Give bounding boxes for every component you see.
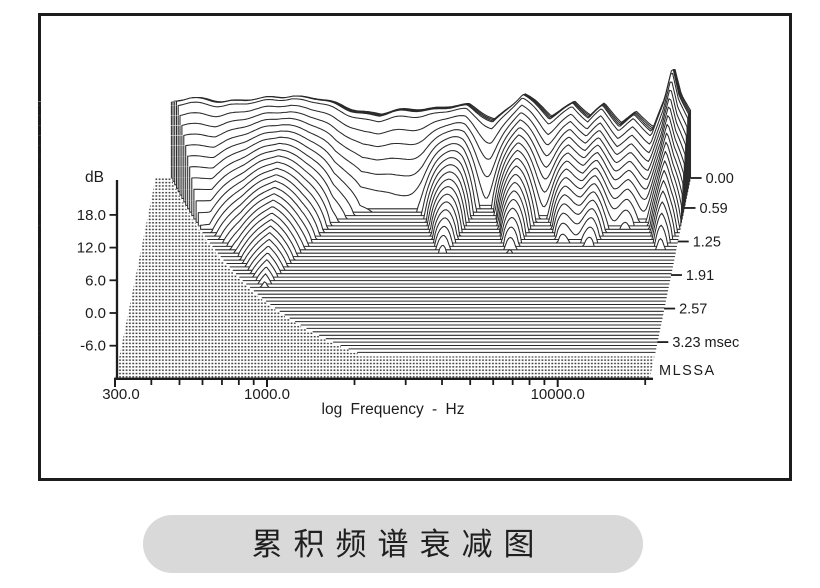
caption-text: 累积频谱衰减图: [251, 526, 546, 562]
slice-fill: [0, 246, 672, 275]
time-tick-label: 1.25: [693, 235, 721, 251]
slice-curve: [177, 72, 689, 193]
slice-curve: [217, 212, 676, 254]
db-tick-label: -6.0: [80, 338, 106, 355]
slice-curve: [223, 225, 675, 261]
time-axis: 0.00 0.59 1.25 1.91 2.57 3.23 msec: [657, 171, 739, 351]
slice-curve: [197, 160, 682, 227]
slice-curve: [187, 115, 685, 210]
db-tick-label: 18.0: [77, 207, 106, 224]
slice-curve: [246, 273, 670, 285]
time-tick-label: 1.91: [686, 268, 714, 284]
slice-curve: [181, 89, 687, 200]
slice-curve: [193, 141, 683, 220]
mlssa-watermark: MLSSA: [659, 363, 716, 379]
slice-curve: [179, 81, 688, 196]
slice-fill: [0, 281, 669, 292]
db-tick-label: 6.0: [85, 272, 106, 289]
slice-fill: [0, 239, 673, 271]
slice-fill: [0, 259, 671, 282]
slice-curve: [232, 245, 673, 271]
waterfall-slices: [0, 68, 692, 357]
slice-curve: [212, 199, 678, 247]
slice-curve: [189, 123, 685, 213]
slice-curve: [195, 150, 683, 223]
slice-curve: [229, 238, 674, 268]
slice-fill: [0, 352, 656, 357]
slice-curve: [226, 232, 674, 265]
slice-curve: [200, 167, 681, 230]
axes: 18.0 12.0 6.0 0.0 -6.0 300.0 1000.0 10000.0: [77, 180, 653, 403]
slice-curve: [202, 174, 680, 234]
slice-curve: [239, 259, 671, 278]
slice-fill: [0, 267, 670, 285]
slice-curve: [235, 252, 672, 275]
slice-curve: [191, 132, 684, 217]
slice-curve: [175, 69, 689, 189]
db-tick-label: 0.0: [85, 305, 106, 322]
db-tick-label: 12.0: [77, 240, 106, 257]
slice-curve: [249, 281, 669, 288]
slice-curve: [207, 186, 679, 241]
time-tick-label: 0.59: [700, 201, 728, 217]
db-axis-label: dB: [85, 169, 104, 186]
freq-tick-label: 10000.0: [531, 386, 585, 403]
freq-axis-title: log Frequency - Hz: [322, 401, 465, 418]
freq-tick-label: 300.0: [102, 386, 140, 403]
time-tick-label: 0.00: [706, 171, 734, 187]
slice-fill: [0, 200, 677, 251]
slice-fill: [0, 253, 672, 278]
slice-curve: [220, 219, 676, 258]
slice-curve: [185, 106, 686, 206]
slice-curve: [183, 98, 687, 203]
slice-curve: [209, 193, 678, 244]
time-tick-label: 3.23 msec: [672, 335, 739, 351]
caption-pill: 累积频谱衰减图: [143, 515, 643, 573]
slice-curve: [204, 180, 680, 237]
freq-tick-label: 1000.0: [244, 386, 290, 403]
slice-curve: [214, 206, 677, 251]
slice-curve: [242, 266, 671, 282]
time-tick-label: 2.57: [679, 302, 707, 318]
